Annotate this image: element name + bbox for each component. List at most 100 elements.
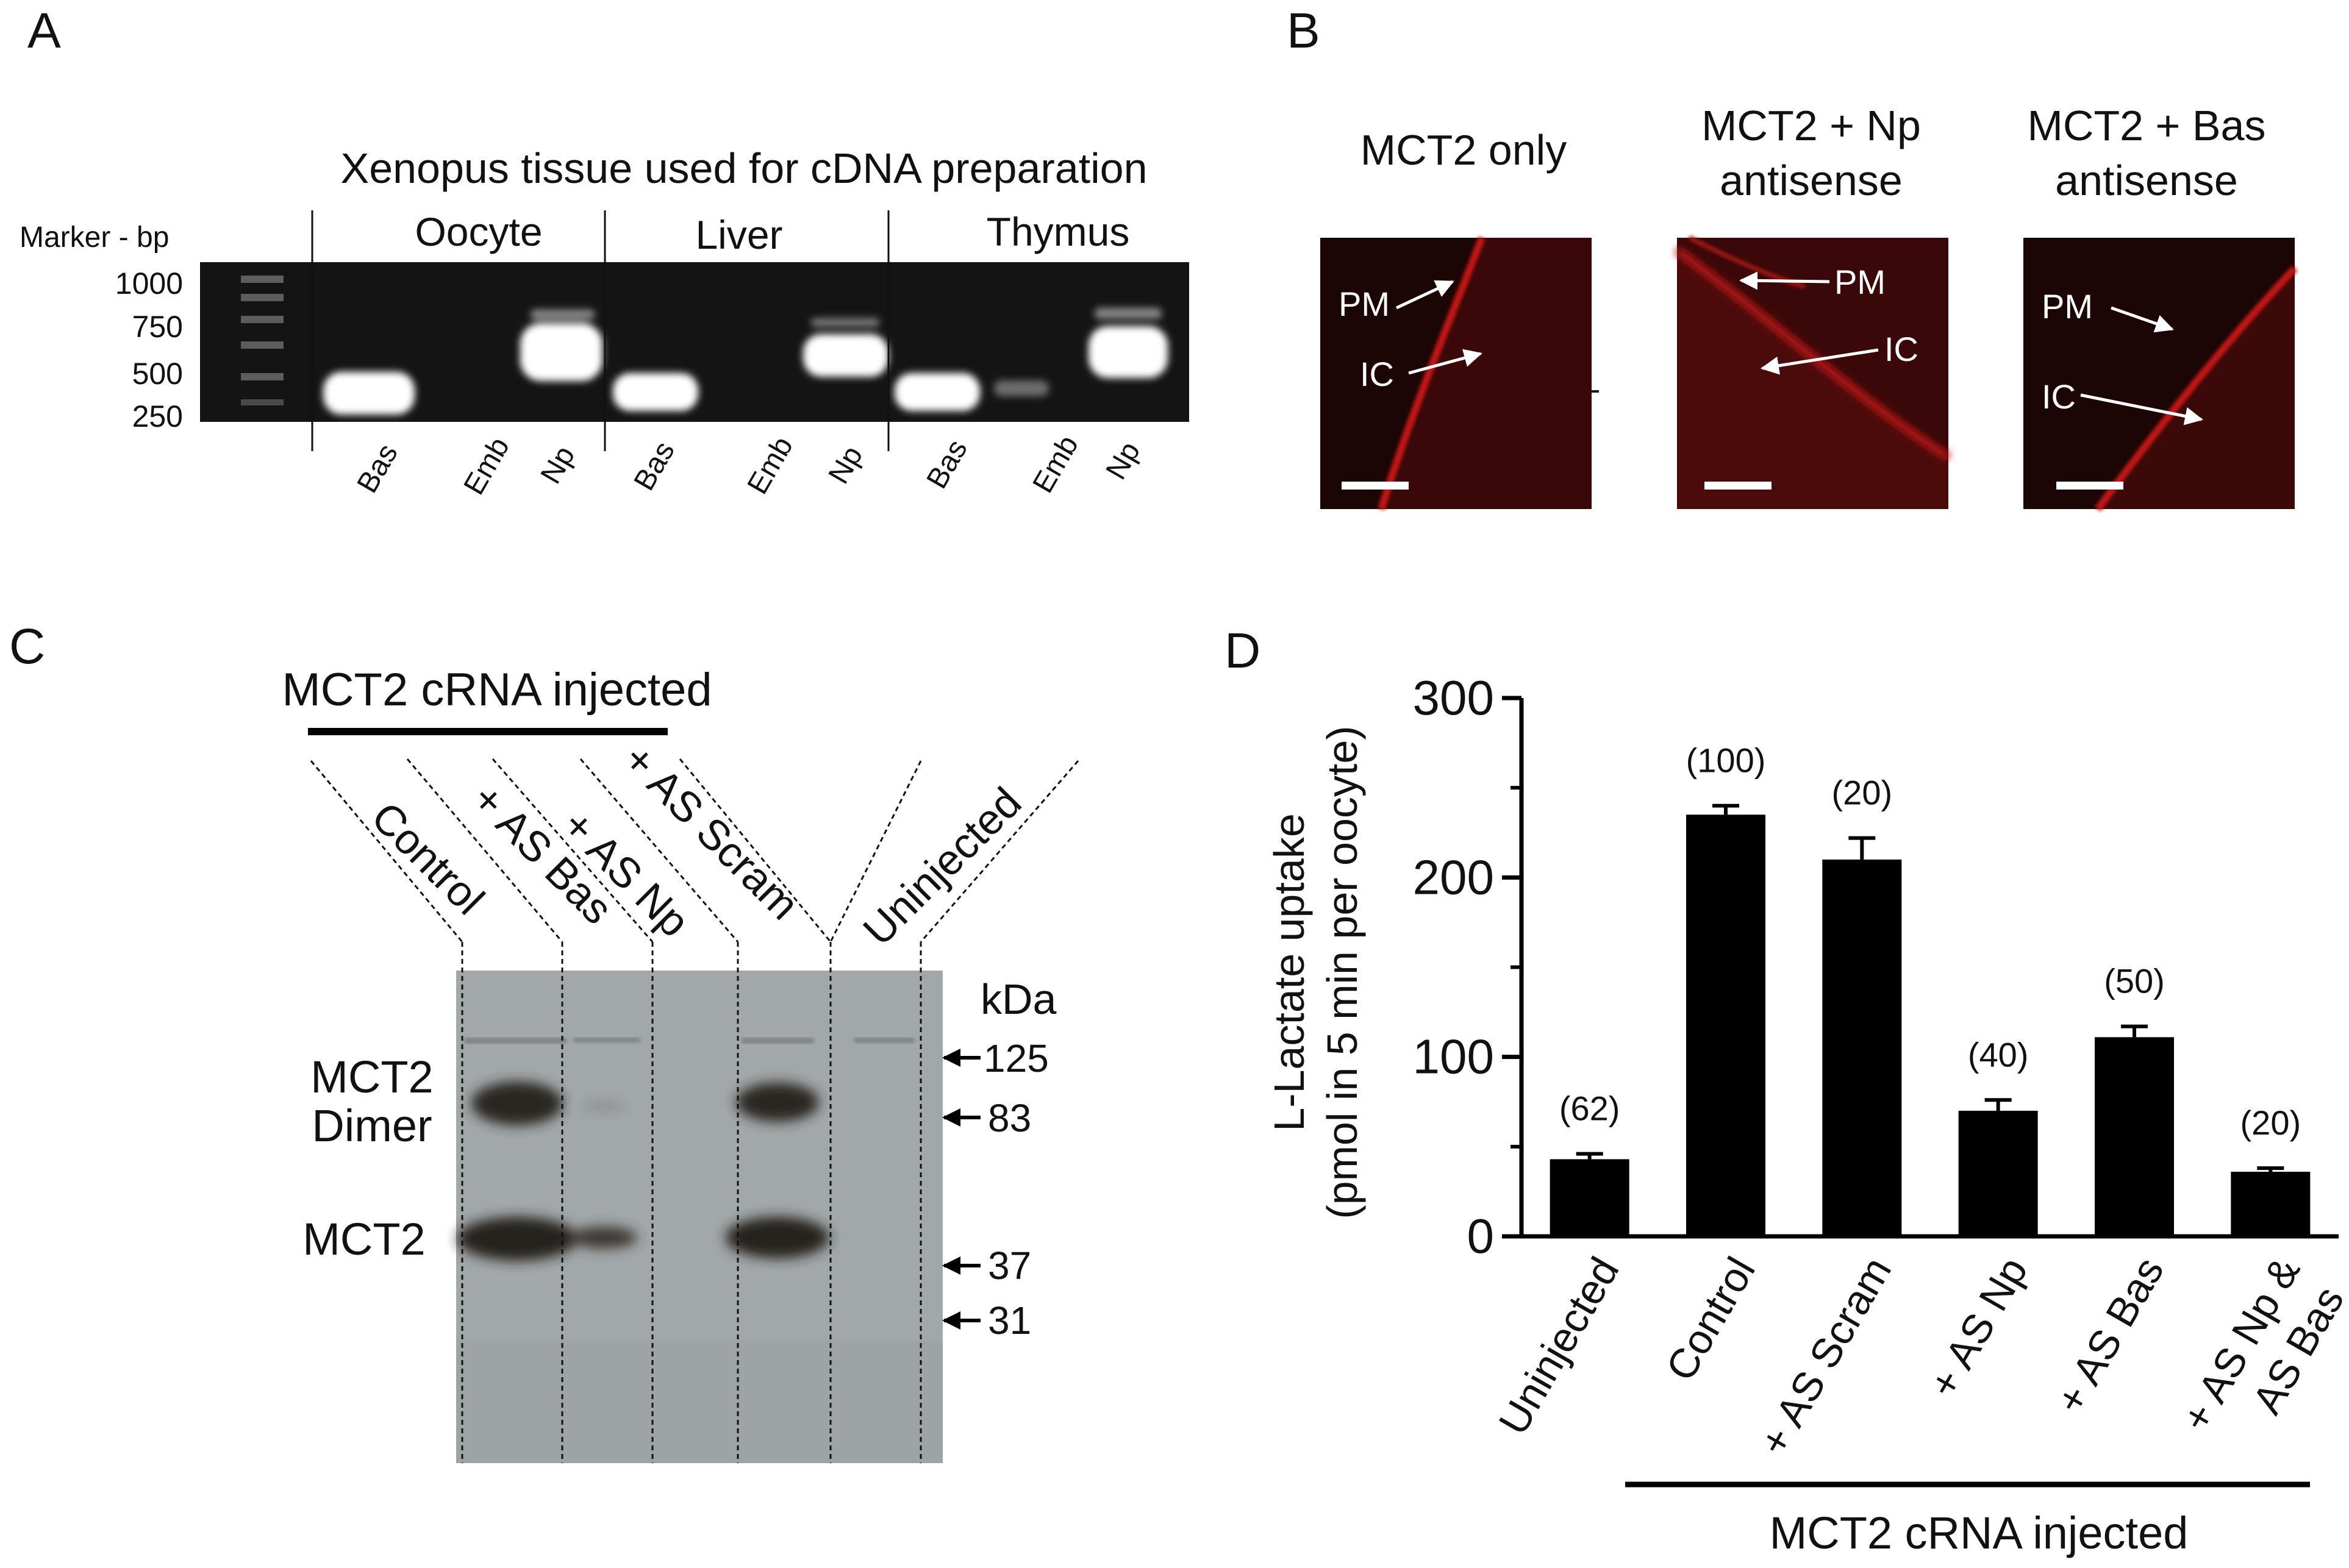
gel-band-liver-bas: [613, 373, 698, 411]
x-tick-label: + AS Scram: [1750, 1250, 1900, 1464]
lane-label: Bas: [351, 438, 404, 498]
chart-bars: [1550, 804, 2311, 1236]
y-tick-label: 300: [1413, 671, 1494, 725]
blot-band-asscram-dimer: [736, 1083, 819, 1122]
y-axis-label: L-Lactate uptake: [1265, 813, 1313, 1131]
n-label: (62): [1559, 1089, 1620, 1128]
blot-band-125: [463, 1038, 567, 1044]
panel-a: A Xenopus tissue used for cDNA preparati…: [20, 3, 1189, 501]
x-tick-label: Uninjected: [1490, 1250, 1628, 1442]
y-tick-label: 100: [1413, 1030, 1494, 1084]
monomer-label: MCT2: [302, 1214, 425, 1264]
ic-arrow: [1761, 348, 1879, 375]
pm-label: PM: [2042, 287, 2093, 326]
marker-1000: 1000: [115, 266, 183, 301]
injection-group-label: MCT2 cRNA injected: [282, 664, 712, 716]
gel-band-oocyte-np: [520, 323, 602, 381]
image-title: MCT2 only: [1360, 126, 1567, 174]
blot-band-asbas-monomer: [570, 1227, 637, 1249]
x-tick-label: + AS Bas: [2047, 1250, 2173, 1422]
dimer-label: Dimer: [312, 1100, 432, 1151]
x-tick-label: + AS Np: [1920, 1250, 2037, 1406]
lane-guides: [310, 758, 1079, 943]
scale-bar: [2056, 482, 2123, 490]
x-tick-label: Control: [1657, 1250, 1764, 1389]
image-title: MCT2 + Np: [1701, 102, 1921, 149]
agarose-gel: [200, 262, 1189, 422]
marker-axis-label: Marker - bp: [20, 221, 169, 254]
panel-a-letter: A: [27, 3, 61, 59]
bar: [2095, 1037, 2174, 1236]
image-title: MCT2 + Bas: [2028, 102, 2266, 149]
chart-axes: 0 100 200 300: [1413, 671, 2339, 1263]
n-label: (40): [1968, 1035, 2029, 1074]
y-axis-label: (pmol in 5 min per oocyte): [1318, 725, 1366, 1219]
image-title: antisense: [1720, 157, 1903, 204]
panel-c: C MCT2 cRNA injected Control + AS Bas + …: [9, 619, 1079, 1463]
fluorescence-image-bas-antisense: PM IC: [2023, 238, 2298, 511]
chart-labels: (62) Uninjected (100) Control (20) + AS Scram…: [1490, 741, 2349, 1463]
bar: [1550, 1159, 1629, 1236]
kda-marker-37: 37: [988, 1244, 1031, 1288]
lane-label: Emb: [458, 432, 516, 501]
chart-group-label: MCT2 cRNA injected: [1770, 1508, 2189, 1558]
scale-bar: [1342, 482, 1409, 490]
ladder-band: [241, 294, 284, 301]
scale-bar: [1704, 482, 1772, 490]
ladder-band: [241, 316, 284, 323]
kda-arrows: [942, 1049, 981, 1330]
tissue-label-liver: Liver: [695, 212, 782, 257]
panel-b: B MCT2 only MCT2 + Np antisense MCT2 + B…: [1287, 3, 2298, 511]
blot-lane-label: Uninjected: [854, 779, 1030, 955]
blot-band-asscram-monomer: [726, 1217, 829, 1258]
ic-arrow: [1408, 349, 1482, 375]
gel-band-oocyte-np-upper: [531, 310, 595, 319]
marker-750: 750: [132, 310, 183, 344]
blot-band-asbas-dimer: [582, 1100, 625, 1113]
ladder-band: [241, 341, 284, 349]
y-tick-label: 200: [1413, 850, 1494, 904]
n-label: (100): [1686, 741, 1766, 780]
lane-label: Np: [535, 441, 582, 490]
ladder-band: [241, 276, 284, 283]
gel-band-oocyte-bas: [323, 372, 415, 415]
pm-arrow: [1739, 271, 1830, 290]
lane-label: Bas: [921, 434, 974, 494]
kda-marker-83: 83: [988, 1096, 1031, 1140]
tissue-label-thymus: Thymus: [987, 209, 1130, 254]
dimer-label: MCT2: [310, 1052, 433, 1102]
image-title: antisense: [2055, 157, 2238, 204]
bar: [1822, 859, 1902, 1236]
lane-label: Np: [1100, 437, 1147, 485]
blot-band-125: [854, 1038, 915, 1043]
blot-band-125: [573, 1038, 640, 1042]
panel-c-letter: C: [9, 619, 45, 674]
lane-label: Bas: [628, 436, 681, 496]
lane-label: Emb: [742, 432, 799, 500]
marker-500: 500: [132, 357, 183, 391]
ic-label: IC: [1884, 330, 1918, 368]
gel-band-liver-np-upper: [811, 318, 879, 327]
ic-label: IC: [1360, 355, 1394, 393]
lane-label: Emb: [1027, 430, 1085, 499]
blot-band-control-monomer: [457, 1217, 577, 1261]
fluorescence-image-np-antisense: PM IC: [1674, 235, 1951, 509]
marker-250: 250: [132, 399, 183, 433]
pm-label: PM: [1834, 263, 1886, 301]
ladder-band: [241, 373, 284, 380]
lane-label: Np: [823, 441, 870, 490]
panel-b-letter: B: [1287, 3, 1320, 59]
western-blot: [456, 942, 943, 1463]
bar: [2231, 1172, 2311, 1236]
bar: [1958, 1110, 2038, 1236]
blot-band-control-dimer: [471, 1082, 563, 1125]
bar: [1686, 814, 1765, 1236]
panel-a-title: Xenopus tissue used for cDNA preparation: [341, 144, 1148, 192]
panel-d: D L-Lactate uptake (pmol in 5 min per oo…: [1225, 623, 2349, 1558]
gel-band-thymus-emb: [994, 380, 1049, 396]
n-label: (50): [2104, 962, 2165, 1000]
ladder-band: [241, 399, 284, 405]
panel-d-letter: D: [1225, 623, 1260, 679]
y-tick-label: 0: [1467, 1209, 1495, 1263]
